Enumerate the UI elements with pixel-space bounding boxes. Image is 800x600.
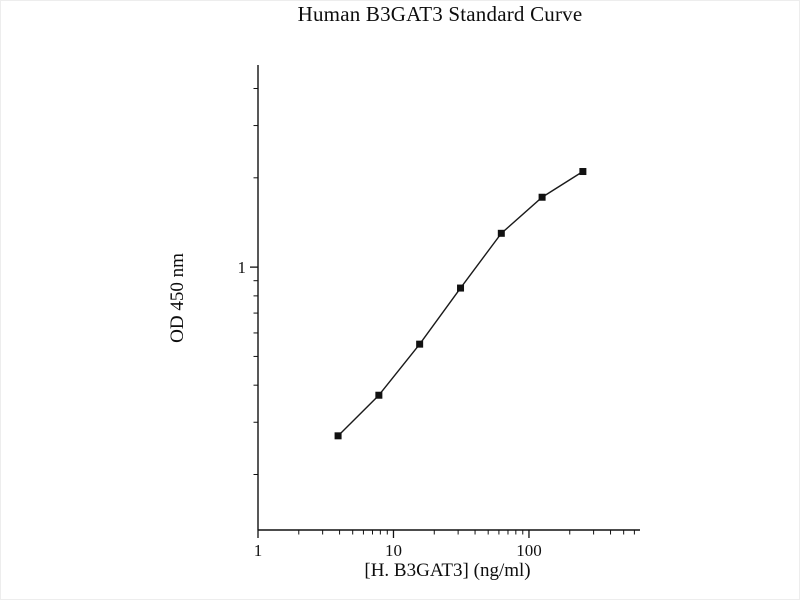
x-axis-label: [H. B3GAT3] (ng/ml) — [364, 560, 531, 581]
data-point-marker — [416, 340, 424, 348]
x-tick-label: 1 — [254, 541, 263, 560]
data-point-marker — [375, 391, 383, 399]
standard-curve-line — [337, 170, 584, 437]
data-point-marker — [579, 168, 587, 176]
data-point-marker — [497, 229, 505, 237]
data-point-marker — [334, 432, 342, 440]
data-point-marker — [538, 193, 546, 201]
chart-title: Human B3GAT3 Standard Curve — [297, 2, 583, 26]
y-tick-label: 1 — [238, 258, 247, 277]
x-tick-label: 100 — [516, 541, 542, 560]
data-point-marker — [457, 284, 465, 292]
x-tick-label: 10 — [385, 541, 402, 560]
